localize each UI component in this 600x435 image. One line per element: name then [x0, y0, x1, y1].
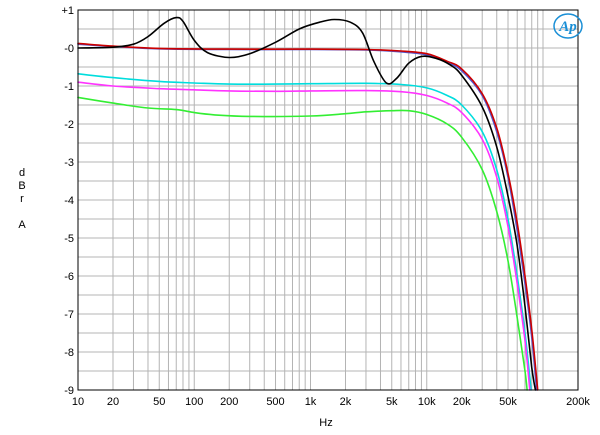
- y-axis-label-char: r: [20, 193, 24, 205]
- x-tick-label: 5k: [386, 396, 398, 408]
- x-tick-label: 50: [153, 396, 165, 408]
- x-tick-label: 1k: [305, 396, 317, 408]
- y-tick-label: -8: [64, 347, 74, 359]
- y-axis-label-char: B: [18, 180, 25, 192]
- series-line: [77, 96, 528, 391]
- y-tick-label: -0: [64, 43, 74, 55]
- series-line: [77, 81, 531, 391]
- x-tick-label: 200: [220, 396, 238, 408]
- y-tick-label: -7: [64, 309, 74, 321]
- x-axis-label: Hz: [319, 417, 332, 429]
- x-tick-label: 20: [107, 396, 119, 408]
- y-tick-labels: +1 -0 -1 -2 -3 -4 -5 -6 -7 -8 -9: [61, 5, 74, 397]
- y-axis-label-char: A: [18, 219, 26, 231]
- plot-frame: [77, 9, 579, 391]
- x-tick-label: 20k: [453, 396, 471, 408]
- y-tick-label: +1: [61, 5, 74, 17]
- series-line: [77, 42, 539, 391]
- x-tick-labels: 10 20 50 100 200 500 1k 2k 5k 10k 20k 50k 200k: [72, 396, 591, 408]
- grid: [78, 10, 578, 390]
- y-tick-label: -9: [64, 385, 74, 397]
- y-tick-label: -1: [64, 81, 74, 93]
- series-line: [77, 43, 538, 391]
- ap-logo: Ap: [553, 13, 583, 39]
- series-line: [77, 73, 532, 391]
- series-group: [77, 16, 539, 391]
- x-tick-label: 200k: [566, 396, 590, 408]
- y-tick-label: -3: [64, 157, 74, 169]
- y-tick-label: -5: [64, 233, 74, 245]
- y-tick-label: -2: [64, 119, 74, 131]
- x-tick-label: 500: [266, 396, 284, 408]
- y-axis-label: dBr A: [18, 167, 26, 231]
- x-tick-label: 10: [72, 396, 84, 408]
- svg-text:Ap: Ap: [558, 19, 577, 35]
- y-tick-label: -6: [64, 271, 74, 283]
- series-line: [77, 16, 537, 391]
- y-tick-label: -4: [64, 195, 74, 207]
- y-axis-label-char: d: [19, 167, 25, 179]
- x-tick-label: 50k: [499, 396, 517, 408]
- x-tick-label: 2k: [340, 396, 352, 408]
- x-tick-label: 10k: [418, 396, 436, 408]
- x-tick-label: 100: [185, 396, 203, 408]
